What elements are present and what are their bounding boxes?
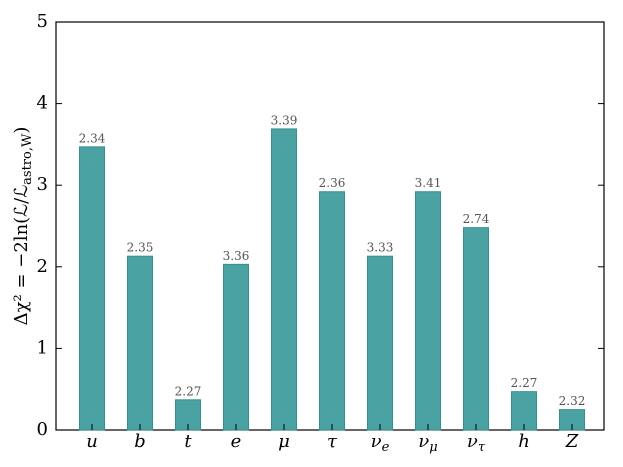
y-tick-label: 4 bbox=[37, 93, 48, 114]
y-axis-label: Δχ² = −2ln(ℒ/ℒastro,W) bbox=[11, 127, 35, 326]
bar bbox=[367, 255, 393, 431]
x-tick-label: Z bbox=[565, 431, 579, 452]
bar bbox=[271, 128, 297, 431]
x-tick-label: τ bbox=[327, 431, 338, 452]
y-tick-label: 3 bbox=[37, 174, 48, 195]
bar-annotation: 2.34 bbox=[79, 131, 106, 145]
x-tick-label: b bbox=[134, 431, 146, 452]
x-tick-label: t bbox=[184, 431, 192, 452]
bar-annotation: 2.36 bbox=[319, 176, 346, 190]
bar bbox=[223, 263, 249, 431]
x-tick-label: u bbox=[86, 431, 98, 452]
bar bbox=[463, 227, 489, 431]
x-tick-label: ντ bbox=[467, 431, 486, 455]
x-tick-label: h bbox=[518, 431, 530, 452]
bar bbox=[79, 146, 105, 431]
y-tick-label: 0 bbox=[37, 419, 48, 440]
bar-annotation: 3.39 bbox=[271, 113, 298, 127]
bar-annotation: 3.41 bbox=[415, 176, 442, 190]
bar bbox=[127, 255, 153, 431]
x-tick-label: νμ bbox=[418, 431, 437, 455]
bar bbox=[319, 191, 345, 431]
bar-annotation: 2.27 bbox=[511, 376, 538, 390]
bar-annotation: 2.27 bbox=[175, 384, 202, 398]
x-tick-label: μ bbox=[278, 431, 290, 452]
bar-annotation: 2.35 bbox=[127, 241, 154, 255]
bar bbox=[511, 391, 537, 431]
bar-annotation: 3.33 bbox=[367, 241, 394, 255]
x-tick-label: νe bbox=[371, 431, 390, 455]
x-tick-label: e bbox=[231, 431, 242, 452]
bar-annotation: 3.36 bbox=[223, 249, 250, 263]
y-tick-label: 2 bbox=[37, 256, 48, 277]
bar bbox=[415, 191, 441, 431]
y-tick-label: 5 bbox=[37, 11, 48, 32]
y-tick-label: 1 bbox=[37, 337, 48, 358]
bar-annotation: 2.74 bbox=[463, 212, 490, 226]
bar-annotation: 2.32 bbox=[559, 394, 586, 408]
